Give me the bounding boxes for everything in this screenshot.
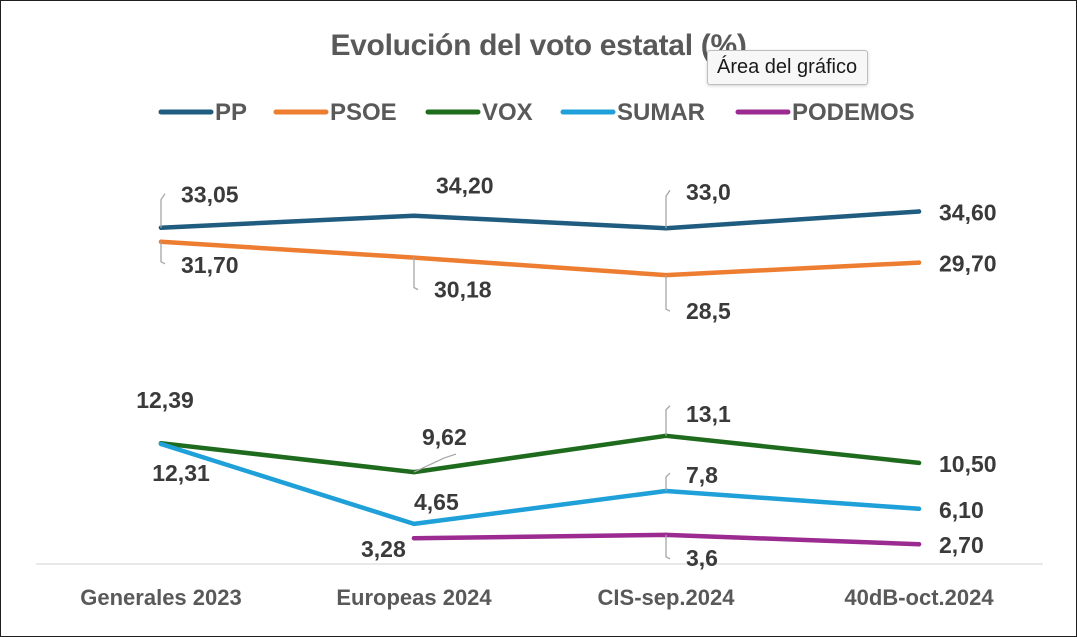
data-label-leader bbox=[413, 257, 419, 291]
data-label-psoe: 29,70 bbox=[939, 251, 997, 277]
data-label-sumar: 7,8 bbox=[686, 462, 718, 488]
data-label-vox: 13,1 bbox=[686, 401, 731, 427]
data-label-leader bbox=[665, 472, 671, 492]
data-label-pp: 34,60 bbox=[939, 200, 997, 226]
data-label-sumar: 12,31 bbox=[152, 460, 210, 486]
data-label-psoe: 28,5 bbox=[686, 298, 731, 324]
legend-label-pp[interactable]: PP bbox=[215, 99, 247, 126]
series-line-sumar[interactable] bbox=[158, 441, 922, 527]
data-label-vox: 9,62 bbox=[422, 424, 467, 450]
chart-title: Evolución del voto estatal (%) bbox=[330, 29, 747, 62]
data-point-pp[interactable] bbox=[411, 213, 417, 218]
x-tick-label: CIS-sep.2024 bbox=[598, 585, 736, 610]
x-tick-label: 40dB-oct.2024 bbox=[844, 585, 994, 610]
legend-label-sumar[interactable]: SUMAR bbox=[617, 99, 705, 126]
data-label-leader bbox=[665, 534, 671, 560]
data-label-leader bbox=[160, 193, 166, 228]
data-label-psoe: 30,18 bbox=[434, 277, 492, 303]
data-label-leader bbox=[665, 189, 671, 229]
data-label-pp: 33,0 bbox=[686, 179, 731, 205]
data-label-leader bbox=[665, 405, 671, 436]
data-label-leader bbox=[665, 275, 671, 312]
data-label-vox: 10,50 bbox=[939, 451, 997, 477]
x-tick-label: Europeas 2024 bbox=[336, 585, 492, 610]
data-point-sumar[interactable] bbox=[916, 506, 922, 511]
data-label-vox: 12,39 bbox=[136, 387, 194, 413]
data-label-sumar: 6,10 bbox=[939, 497, 984, 523]
series-line-pp[interactable] bbox=[158, 209, 922, 231]
data-point-podemos[interactable] bbox=[411, 536, 417, 541]
data-label-leader bbox=[160, 241, 166, 265]
data-point-podemos[interactable] bbox=[916, 542, 922, 547]
data-label-leader bbox=[413, 453, 457, 473]
series-line-psoe[interactable] bbox=[158, 239, 922, 278]
data-point-pp[interactable] bbox=[916, 209, 922, 214]
data-point-psoe[interactable] bbox=[916, 260, 922, 265]
data-label-sumar: 4,65 bbox=[414, 489, 459, 515]
data-label-pp: 33,05 bbox=[181, 182, 239, 208]
legend-label-podemos[interactable]: PODEMOS bbox=[792, 99, 915, 126]
data-point-vox[interactable] bbox=[663, 433, 669, 438]
data-point-pp[interactable] bbox=[158, 225, 164, 230]
series-line-vox[interactable] bbox=[158, 433, 922, 475]
data-point-vox[interactable] bbox=[411, 469, 417, 475]
legend-label-vox[interactable]: VOX bbox=[482, 99, 533, 126]
data-point-vox[interactable] bbox=[916, 460, 922, 466]
data-label-podemos: 3,6 bbox=[686, 545, 718, 571]
data-point-psoe[interactable] bbox=[663, 272, 669, 278]
data-label-pp: 34,20 bbox=[436, 173, 494, 199]
legend-label-psoe[interactable]: PSOE bbox=[330, 99, 397, 126]
data-label-podemos: 3,28 bbox=[361, 536, 406, 562]
data-label-psoe: 31,70 bbox=[181, 252, 239, 278]
chart-area-tooltip: Área del gráfico bbox=[707, 50, 869, 85]
data-label-podemos: 2,70 bbox=[939, 532, 984, 558]
data-point-sumar[interactable] bbox=[158, 441, 164, 447]
data-point-sumar[interactable] bbox=[411, 521, 417, 527]
x-tick-label: Generales 2023 bbox=[80, 585, 241, 610]
data-point-psoe[interactable] bbox=[411, 255, 417, 260]
